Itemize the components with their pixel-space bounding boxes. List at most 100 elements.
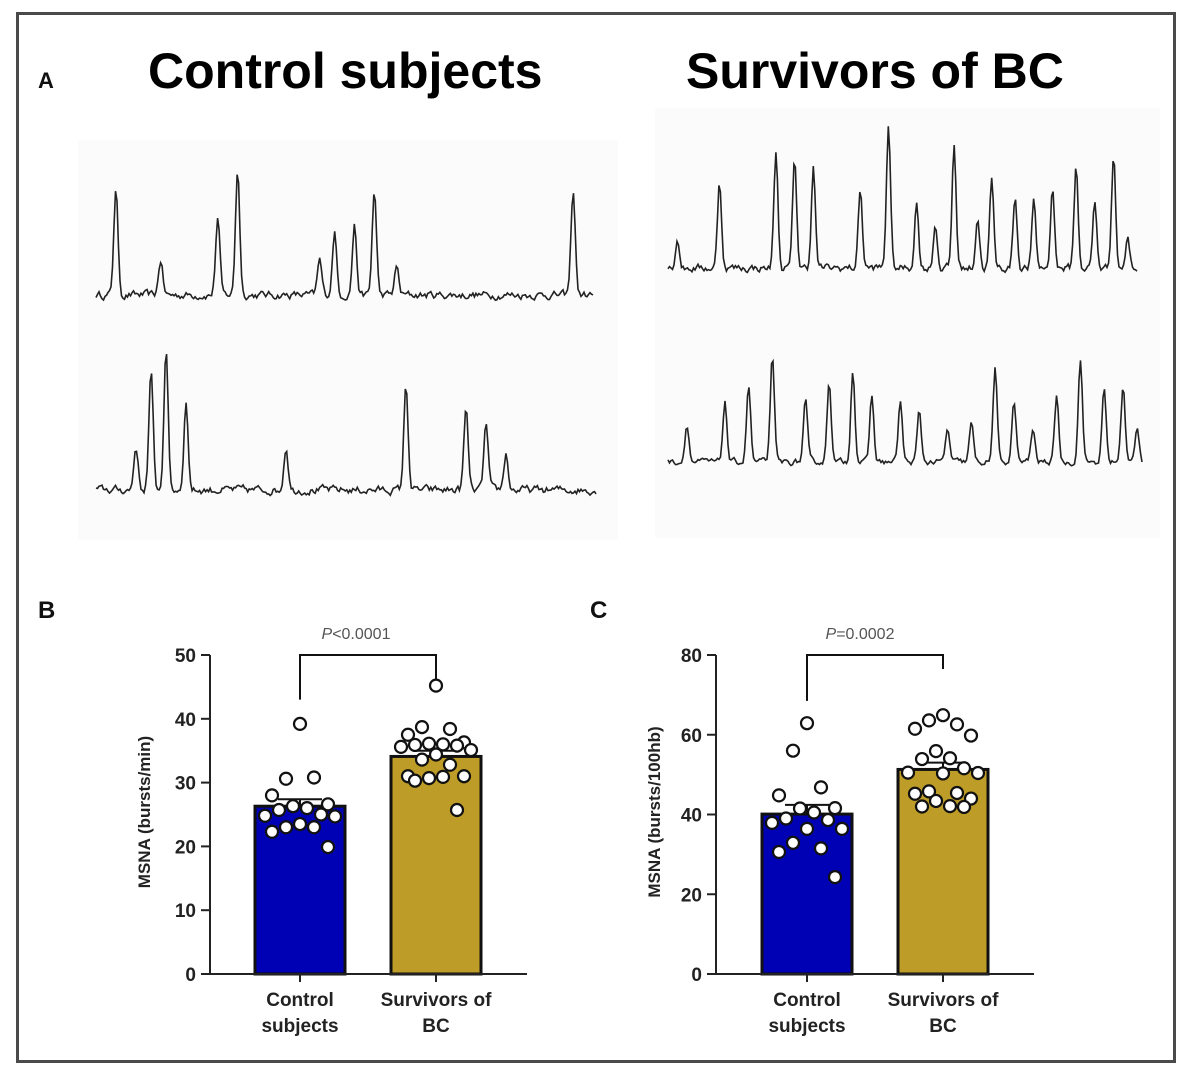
panel-b-data-point (292, 816, 308, 832)
panel-c-p-value: P=0.0002 (826, 626, 895, 643)
panel-b-data-point (393, 739, 409, 754)
panel-c-data-point (785, 743, 801, 758)
panel-b-significance-bracket (299, 654, 437, 700)
panel-c-data-point (813, 841, 829, 856)
panel-a-letter: A (38, 68, 54, 93)
panel-c-data-point (764, 815, 780, 830)
panel-c-data-point (970, 765, 986, 781)
panel-c-x-tick-label: Control (773, 990, 841, 1011)
panel-c-data-point (949, 785, 965, 801)
panel-b-x-tick-label: BC (422, 1016, 450, 1037)
panel-b-data-point (442, 757, 458, 772)
panel-b-data-point (449, 802, 465, 818)
panel-c-data-point (921, 784, 937, 799)
panel-c-data-point (928, 743, 944, 759)
panel-b-x-tick-label: Survivors of (381, 990, 493, 1011)
panel-c-y-tick-label: 80 (681, 646, 702, 667)
panel-b-data-point (407, 773, 423, 788)
panel-c-data-point (900, 765, 916, 780)
panel-c-bar-0 (760, 812, 854, 976)
panel-b-data-point (285, 799, 301, 814)
panel-a-right-bg (655, 108, 1160, 538)
panel-b-y-tick-label: 20 (175, 837, 196, 858)
control-trace-2 (95, 353, 597, 497)
panel-c-data-point (771, 844, 787, 860)
panel-b-data-point (421, 771, 437, 786)
panel-b-data-point (463, 742, 479, 758)
panel-b-data-point (421, 736, 437, 751)
panel-c-data-point (827, 870, 843, 885)
panel-c-data-point (921, 713, 937, 728)
panel-b-bar-1 (389, 754, 483, 976)
panel-b-x-tick-label: Control (266, 990, 334, 1011)
control-trace-1 (95, 174, 594, 302)
panel-b-chart: B MSNA (bursts/min) P<0.0001 0 10 20 30 40 50… (38, 597, 527, 1037)
panel-c-x-tick-label: Survivors of (888, 990, 1000, 1011)
panel-c-data-point (799, 716, 815, 731)
panel-c-data-point (928, 793, 944, 809)
panel-b-data-point (428, 747, 444, 762)
panel-b-data-point (278, 820, 294, 835)
panel-b-y-tick-label: 50 (175, 646, 196, 667)
panel-c-data-point (827, 801, 843, 816)
panel-b-data-point (435, 769, 451, 784)
panel-c-y-tick-label: 40 (681, 806, 702, 827)
panel-c-data-point (949, 717, 965, 732)
panel-b-data-point (264, 788, 280, 803)
panel-b-data-point (442, 721, 458, 737)
panel-b-data-point (299, 801, 315, 816)
panel-b-y-axis-label: MSNA (bursts/min) (135, 736, 154, 888)
panel-b-x-tick-label: subjects (261, 1016, 338, 1037)
panel-c-data-point (956, 761, 972, 776)
panel-c-data-point (806, 805, 822, 820)
panel-b-data-point (264, 824, 280, 839)
panel-c-x-tick-label: BC (929, 1016, 957, 1037)
panel-b-data-point (306, 820, 322, 835)
panel-a: A Control subjects Survivors of BC (38, 43, 1160, 540)
panel-b-data-point (313, 807, 329, 822)
panel-c-data-point (907, 786, 923, 801)
panel-b-data-point (407, 737, 423, 753)
panel-c-data-point (792, 801, 808, 816)
panel-c-data-point (799, 821, 815, 836)
panel-b-data-point (257, 808, 273, 823)
panel-b-data-point (320, 797, 336, 812)
panel-b-data-point (428, 678, 444, 693)
survivors-title: Survivors of BC (686, 43, 1064, 99)
panel-b-y-tick-label: 40 (175, 710, 196, 731)
panel-c-chart: C MSNA (bursts/100hb) P=0.0002 0 20 40 60 80… (590, 597, 1034, 1037)
control-subjects-title: Control subjects (148, 43, 542, 99)
panel-c-data-point (785, 835, 801, 850)
panel-c-y-axis-label: MSNA (bursts/100hb) (645, 726, 664, 897)
panel-b-y-tick-label: 30 (175, 774, 196, 795)
panel-c-data-point (914, 799, 930, 814)
panel-b-data-point (400, 727, 416, 742)
panel-c-y-tick-label: 60 (681, 726, 702, 747)
panel-c-significance-bracket (806, 654, 944, 701)
panel-c-x-tick-label: subjects (768, 1016, 845, 1037)
panel-a-left-bg (78, 140, 618, 540)
panel-c-data-point (907, 721, 923, 736)
panel-c-data-point (914, 751, 930, 767)
panel-b-data-point (449, 738, 465, 753)
panel-b-data-point (278, 771, 294, 786)
panel-b-p-value: P<0.0001 (322, 626, 391, 643)
panel-b-data-point (292, 716, 308, 732)
panel-c-data-point (935, 708, 951, 723)
panel-b-data-point (327, 809, 343, 824)
panel-b-data-point (320, 839, 336, 855)
survivor-trace-2 (667, 358, 1143, 467)
panel-c-data-point (942, 751, 958, 766)
panel-c-data-point (820, 812, 836, 828)
panel-c-data-point (771, 788, 787, 803)
panel-c-y-tick-label: 0 (691, 965, 702, 986)
panel-b-data-point (271, 802, 287, 818)
panel-c-letter: C (590, 597, 607, 624)
panel-c-data-point (778, 811, 794, 826)
panel-c-data-point (813, 780, 829, 795)
panel-b-data-point (456, 769, 472, 784)
panel-b-y-tick-label: 10 (175, 901, 196, 922)
panel-b-data-point (414, 719, 430, 735)
panel-c-data-point (942, 799, 958, 814)
